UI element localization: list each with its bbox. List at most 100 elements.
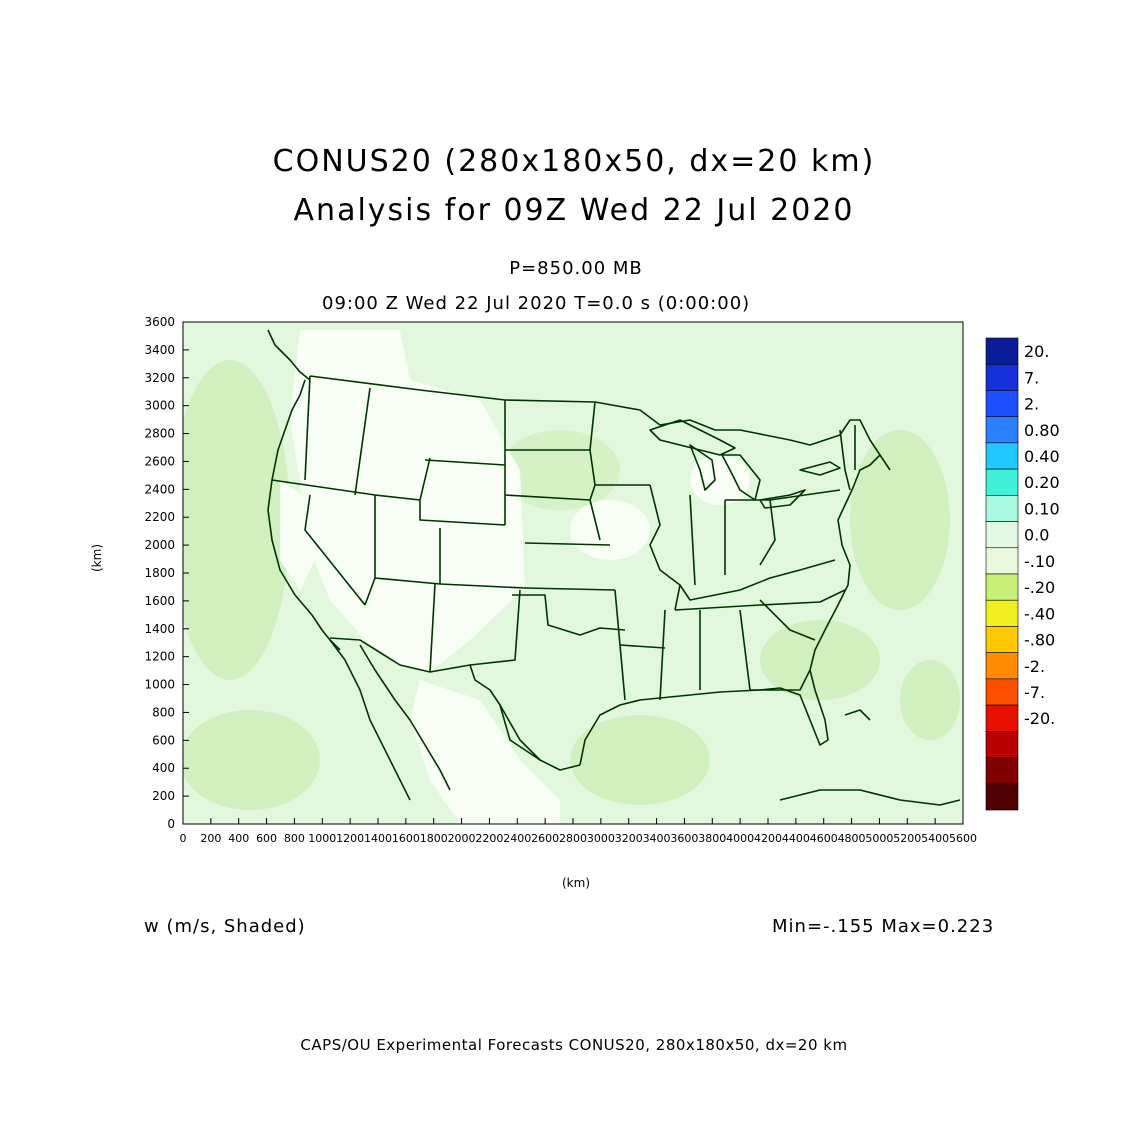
colorbar-swatch bbox=[985, 573, 1019, 601]
x-tick-label: 3200 bbox=[615, 832, 643, 845]
x-tick-label: 5200 bbox=[893, 832, 921, 845]
x-axis: 0 200 400 600 800 1000 1200 1400 1600 1800 2000 220… bbox=[180, 818, 977, 845]
y-tick-label: 400 bbox=[152, 761, 175, 775]
x-tick-label: 4600 bbox=[810, 832, 838, 845]
colorbar-label: 0.10 bbox=[1024, 499, 1060, 518]
west-coast bbox=[267, 379, 341, 651]
colorbar-swatch bbox=[985, 390, 1019, 417]
colorbar-swatch bbox=[985, 337, 1019, 365]
x-tick-label: 1600 bbox=[392, 832, 420, 845]
colorbar-swatch bbox=[985, 547, 1019, 575]
x-tick-label: 3400 bbox=[643, 832, 671, 845]
y-tick-label: 600 bbox=[152, 733, 175, 747]
title-line2: Analysis for 09Z Wed 22 Jul 2020 bbox=[293, 193, 855, 228]
colorbar-label: -2. bbox=[1024, 657, 1045, 676]
y-tick-label: 3600 bbox=[144, 315, 175, 329]
y-tick-label: 1000 bbox=[144, 678, 175, 692]
colorbar-swatch bbox=[985, 599, 1019, 627]
colorbar-label: 0.0 bbox=[1024, 526, 1049, 545]
colorbar-swatch bbox=[985, 442, 1019, 470]
colorbar-label: -.10 bbox=[1024, 552, 1055, 571]
x-tick-label: 200 bbox=[200, 832, 221, 845]
x-tick-label: 2800 bbox=[559, 832, 587, 845]
x-axis-title: (km) bbox=[562, 876, 591, 890]
y-tick-label: 1400 bbox=[144, 622, 175, 636]
y-tick-label: 2400 bbox=[144, 482, 175, 496]
colorbar-label: 7. bbox=[1024, 368, 1039, 387]
colorbar: 20. 7. 2. 0.80 0.40 0.20 0.10 0.0 -.10 -.20 -.40 -.… bbox=[985, 337, 1060, 811]
us-mexico-border bbox=[329, 637, 581, 771]
y-tick-label: 2200 bbox=[144, 510, 175, 524]
x-tick-label: 0 bbox=[180, 832, 187, 845]
east-coast bbox=[809, 454, 881, 671]
colorbar-label: -.20 bbox=[1024, 578, 1055, 597]
x-tick-label: 2400 bbox=[503, 832, 531, 845]
x-tick-label: 1000 bbox=[308, 832, 336, 845]
y-tick-label: 3200 bbox=[144, 371, 175, 385]
x-tick-label: 3600 bbox=[670, 832, 698, 845]
x-tick-label: 5400 bbox=[921, 832, 949, 845]
x-tick-label: 2000 bbox=[448, 832, 476, 845]
y-tick-label: 2000 bbox=[144, 538, 175, 552]
colorbar-label: 2. bbox=[1024, 395, 1039, 414]
x-tick-label: 2600 bbox=[531, 832, 559, 845]
w-field-shading bbox=[183, 322, 963, 824]
title-line1: CONUS20 (280x180x50, dx=20 km) bbox=[272, 144, 876, 179]
y-tick-label: 800 bbox=[152, 705, 175, 719]
x-tick-label: 2200 bbox=[475, 832, 503, 845]
field-label: w (m/s, Shaded) bbox=[144, 916, 306, 937]
x-tick-label: 4400 bbox=[782, 832, 810, 845]
y-tick-label: 1200 bbox=[144, 650, 175, 664]
x-tick-label: 4000 bbox=[726, 832, 754, 845]
colorbar-swatch bbox=[985, 416, 1019, 444]
colorbar-swatch bbox=[985, 468, 1019, 496]
min-max-label: Min=-.155 Max=0.223 bbox=[772, 916, 995, 937]
y-tick-label: 1600 bbox=[144, 594, 175, 608]
colorbar-label: 0.80 bbox=[1024, 421, 1060, 440]
x-tick-label: 3800 bbox=[698, 832, 726, 845]
colorbar-label: 0.20 bbox=[1024, 473, 1060, 492]
footer-credit: CAPS/OU Experimental Forecasts CONUS20, … bbox=[300, 1036, 848, 1054]
y-tick-label: 1800 bbox=[144, 566, 175, 580]
y-tick-label: 3000 bbox=[144, 399, 175, 413]
colorbar-swatch bbox=[985, 652, 1019, 680]
x-tick-label: 1800 bbox=[420, 832, 448, 845]
colorbar-label: 0.40 bbox=[1024, 447, 1060, 466]
colorbar-swatch bbox=[985, 757, 1019, 785]
colorbar-swatch bbox=[985, 521, 1019, 549]
x-tick-label: 1400 bbox=[364, 832, 392, 845]
colorbar-label: -.40 bbox=[1024, 604, 1055, 623]
colorbar-swatch bbox=[985, 704, 1019, 732]
y-tick-label: 2800 bbox=[144, 427, 175, 441]
x-tick-label: 3000 bbox=[587, 832, 615, 845]
colorbar-label: -20. bbox=[1024, 709, 1055, 728]
y-axis: 0 200 400 600 800 1000 1200 1400 1600 1800 2000 220… bbox=[144, 315, 189, 831]
y-axis-title: (km) bbox=[90, 543, 104, 572]
time-label: 09:00 Z Wed 22 Jul 2020 T=0.0 s (0:00:00… bbox=[322, 293, 751, 314]
x-tick-label: 400 bbox=[228, 832, 249, 845]
colorbar-swatch bbox=[985, 363, 1019, 391]
colorbar-swatch bbox=[985, 731, 1019, 758]
x-tick-label: 4800 bbox=[838, 832, 866, 845]
colorbar-swatch bbox=[985, 678, 1019, 706]
y-tick-label: 200 bbox=[152, 789, 175, 803]
colorbar-label: -.80 bbox=[1024, 631, 1055, 650]
x-tick-label: 4200 bbox=[754, 832, 782, 845]
x-tick-label: 800 bbox=[284, 832, 305, 845]
y-tick-label: 3400 bbox=[144, 343, 175, 357]
colorbar-swatch bbox=[985, 626, 1019, 653]
us-canada-border bbox=[309, 375, 891, 471]
x-tick-label: 5600 bbox=[949, 832, 977, 845]
colorbar-swatch bbox=[985, 783, 1019, 811]
y-tick-label: 2600 bbox=[144, 454, 175, 468]
x-tick-label: 600 bbox=[256, 832, 277, 845]
level-label: P=850.00 MB bbox=[509, 258, 643, 279]
colorbar-label: 20. bbox=[1024, 342, 1049, 361]
colorbar-label: -7. bbox=[1024, 683, 1045, 702]
map-outlines bbox=[267, 329, 961, 806]
x-tick-label: 1200 bbox=[336, 832, 364, 845]
y-tick-label: 0 bbox=[167, 817, 175, 831]
colorbar-swatch bbox=[985, 495, 1019, 522]
x-tick-label: 5000 bbox=[865, 832, 893, 845]
